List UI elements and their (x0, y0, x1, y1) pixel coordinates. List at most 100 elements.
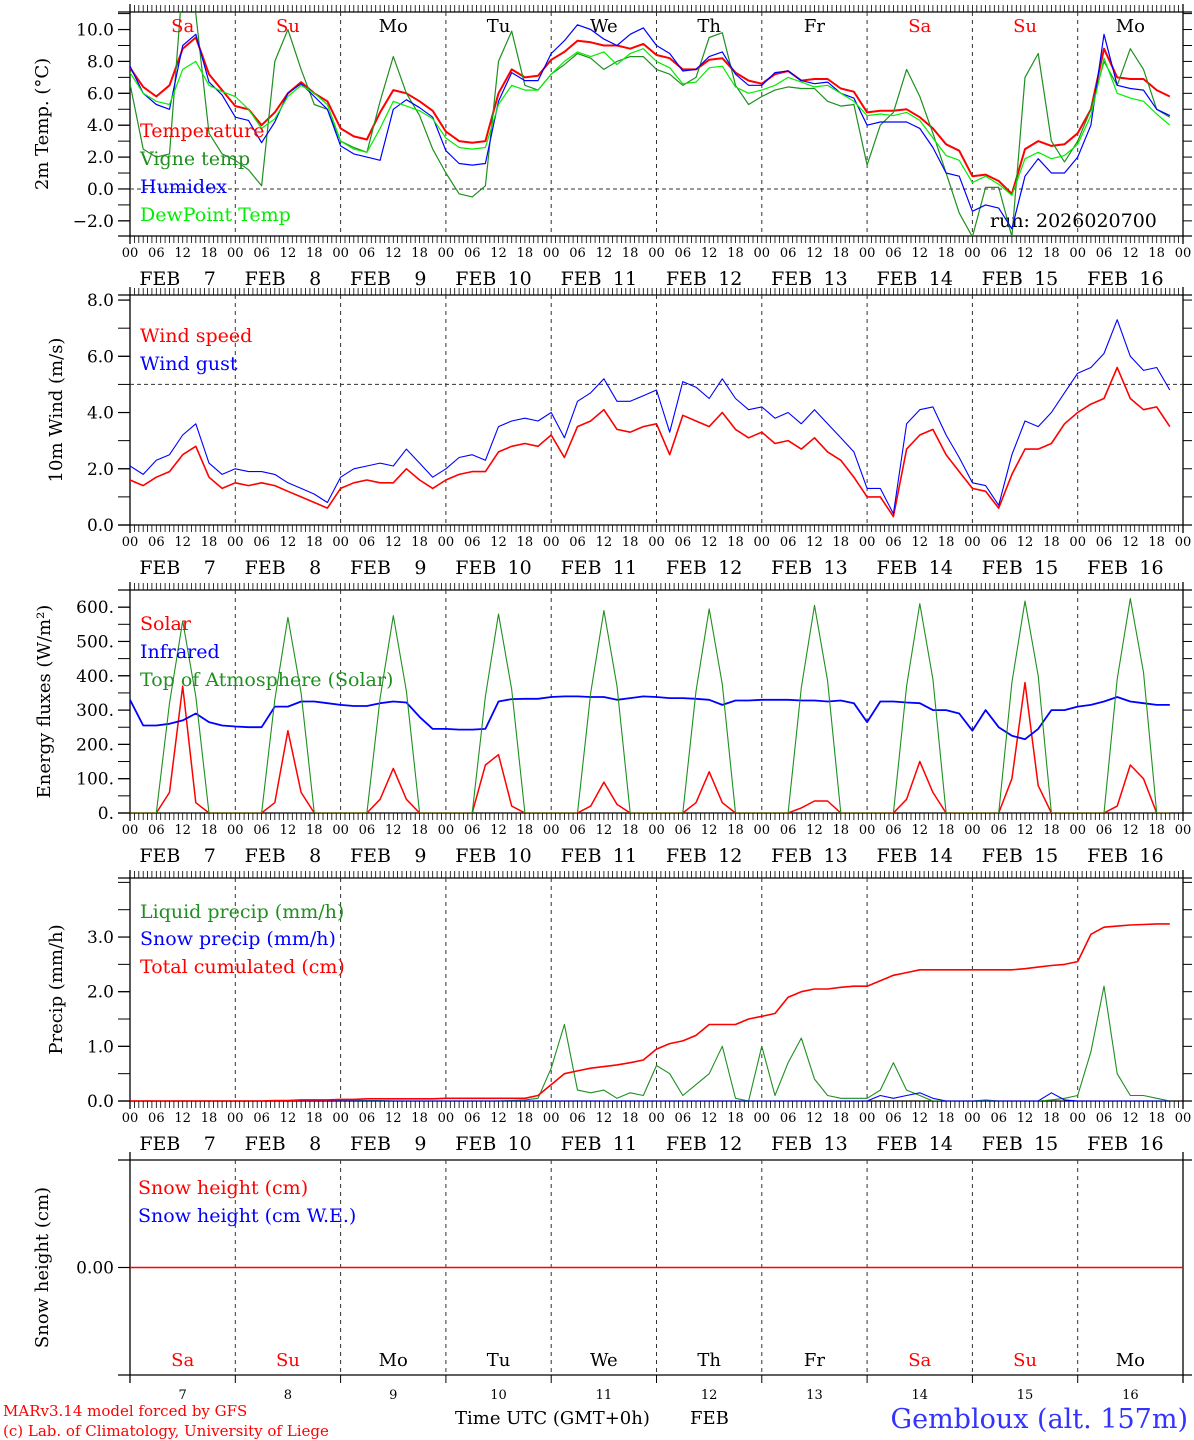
hour-label: 06 (464, 1111, 481, 1126)
hour-label: 06 (885, 1111, 902, 1126)
date-month-label: FEB (876, 268, 917, 290)
date-month-label: FEB (561, 1133, 602, 1155)
hour-label: 00 (754, 1111, 771, 1126)
time-axis-label: Time UTC (GMT+0h) (455, 1408, 650, 1429)
weekday-label: Fr (804, 16, 825, 37)
hour-label: 06 (253, 823, 270, 838)
hour-label: 00 (122, 823, 139, 838)
date-month-label: FEB (666, 1133, 707, 1155)
date-month-label: FEB (666, 845, 707, 867)
date-month-label: FEB (771, 845, 812, 867)
hour-label: 12 (280, 246, 297, 261)
hour-label: 12 (490, 535, 507, 550)
hour-label: 18 (622, 1111, 639, 1126)
hour-label: 18 (306, 823, 323, 838)
hour-label: 00 (227, 535, 244, 550)
date-month-label: FEB (876, 845, 917, 867)
hour-label: 06 (990, 246, 1007, 261)
hour-label: 18 (1043, 1111, 1060, 1126)
day-number-label: 10 (490, 1388, 507, 1403)
hour-label: 00 (332, 823, 349, 838)
legend-entry: Humidex (140, 176, 227, 198)
hour-label: 12 (385, 1111, 402, 1126)
date-month-label: FEB (245, 845, 286, 867)
date-day-label: 9 (414, 845, 426, 867)
hour-label: 18 (1148, 1111, 1165, 1126)
hour-label: 06 (253, 1111, 270, 1126)
hour-label: 06 (990, 535, 1007, 550)
y-tick-label: 2.0 (87, 460, 114, 480)
y-tick-label: 10.0 (76, 21, 114, 41)
hour-label: 12 (701, 535, 718, 550)
y-axis-label: 10m Wind (m/s) (46, 338, 67, 483)
date-day-label: 13 (823, 557, 847, 579)
legend-entry: Top of Atmosphere (Solar) (140, 669, 393, 691)
date-month-label: FEB (455, 845, 496, 867)
date-day-label: 10 (508, 557, 532, 579)
y-tick-label: 400. (76, 667, 114, 687)
hour-label: 06 (885, 823, 902, 838)
hour-label: 18 (938, 535, 955, 550)
date-day-label: 14 (929, 557, 953, 579)
weekday-label: Sa (171, 1350, 194, 1371)
hour-ticks (129, 583, 1184, 820)
y-tick-label: 0.0 (87, 516, 114, 536)
y-tick-label: 200. (76, 735, 114, 755)
date-day-label: 12 (718, 557, 742, 579)
weekday-label: Th (697, 1350, 721, 1371)
hour-label: 12 (596, 1111, 613, 1126)
hour-label: 06 (885, 246, 902, 261)
hour-label: 18 (1148, 823, 1165, 838)
series-line-liquid-precip-mm-h (130, 985, 1170, 1101)
date-day-label: 12 (718, 1133, 742, 1155)
date-month-label: FEB (139, 557, 180, 579)
hour-label: 06 (569, 1111, 586, 1126)
day-number-label: 12 (701, 1388, 718, 1403)
hour-label: 18 (201, 823, 218, 838)
date-day-label: 15 (1034, 845, 1058, 867)
date-day-label: 15 (1034, 1133, 1058, 1155)
hour-label: 00 (543, 1111, 560, 1126)
hour-label: 12 (280, 1111, 297, 1126)
date-month-label: FEB (350, 268, 391, 290)
hour-label: 12 (174, 823, 191, 838)
hour-label: 06 (359, 246, 376, 261)
hour-label: 06 (464, 823, 481, 838)
date-day-label: 14 (929, 268, 953, 290)
hour-label: 18 (306, 1111, 323, 1126)
hour-label: 06 (464, 535, 481, 550)
date-month-label: FEB (245, 268, 286, 290)
date-month-label: FEB (771, 1133, 812, 1155)
y-tick-label: 100. (76, 770, 114, 790)
hour-label: 06 (148, 246, 165, 261)
hour-label: 18 (622, 535, 639, 550)
hour-label: 00 (1175, 823, 1192, 838)
date-month-label: FEB (561, 268, 602, 290)
hour-label: 12 (596, 823, 613, 838)
hour-label: 06 (990, 1111, 1007, 1126)
y-tick-label: 0.0 (87, 180, 114, 200)
date-day-label: 11 (613, 557, 637, 579)
hour-label: 12 (280, 535, 297, 550)
y-tick-label: 3.0 (87, 928, 114, 948)
hour-label: 00 (859, 823, 876, 838)
hour-label: 12 (911, 535, 928, 550)
legend-entry: Infrared (140, 641, 220, 663)
date-month-label: FEB (876, 1133, 917, 1155)
hour-label: 12 (911, 823, 928, 838)
legend-entry: Snow precip (mm/h) (140, 928, 336, 950)
series-line-temperature (130, 36, 1171, 195)
hour-label: 06 (253, 246, 270, 261)
hour-label: 06 (464, 246, 481, 261)
hour-label: 00 (1175, 535, 1192, 550)
hour-label: 00 (859, 246, 876, 261)
series-line-total-cumulated-cm (130, 923, 1170, 1101)
legend-entry: Snow height (cm W.E.) (138, 1205, 356, 1227)
weekday-label: Mo (1116, 16, 1145, 37)
hour-label: 18 (517, 823, 534, 838)
date-day-label: 7 (204, 557, 216, 579)
hour-label: 00 (332, 1111, 349, 1126)
date-day-label: 16 (1139, 845, 1163, 867)
date-day-label: 14 (929, 1133, 953, 1155)
hour-label: 00 (859, 535, 876, 550)
